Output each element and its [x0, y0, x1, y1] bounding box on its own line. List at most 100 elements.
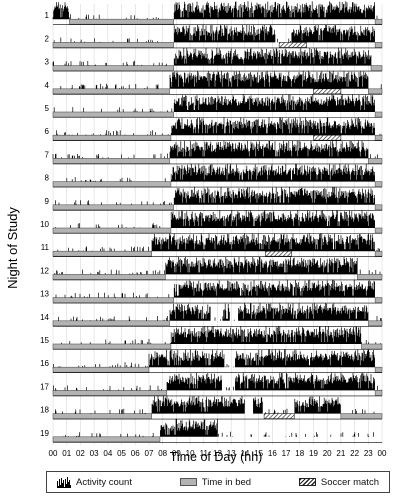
night-row: 4 — [45, 70, 383, 95]
bed-bar — [52, 413, 152, 419]
bed-bar — [52, 366, 150, 373]
bed-bar — [52, 343, 172, 350]
night-label: 15 — [40, 336, 49, 345]
bed-bar — [374, 42, 383, 48]
night-row: 15 — [40, 326, 383, 350]
x-axis-ticks: 00 01 02 03 04 05 06 07 08 09 10 11 12 13 14 15 16 17 18 19… — [49, 449, 387, 458]
bed-bar — [340, 413, 383, 419]
x-tick-label: 18 — [295, 449, 304, 458]
bed-bar — [52, 111, 174, 118]
night-label: 10 — [40, 220, 49, 229]
night-row: 12 — [40, 256, 383, 281]
activity-trace — [52, 140, 378, 159]
night-label: 17 — [40, 382, 49, 391]
activity-trace — [54, 256, 381, 275]
night-row: 13 — [40, 279, 383, 304]
night-label: 5 — [45, 104, 50, 113]
bed-bar — [52, 65, 174, 71]
bed-bar — [52, 297, 174, 303]
night-label: 4 — [45, 81, 50, 90]
activity-trace — [52, 1, 378, 20]
bed-bar — [52, 250, 152, 257]
x-tick-label: 16 — [268, 449, 277, 458]
night-row: 8 — [45, 163, 383, 188]
bed-bar — [374, 227, 383, 234]
x-axis-label: Time of Day (hh) — [170, 450, 263, 464]
night-label: 18 — [40, 406, 49, 415]
legend-label-activity: Activity count — [76, 476, 132, 488]
legend: Activity count Time in bed Soccer match — [46, 471, 390, 493]
activity-trace — [53, 349, 375, 368]
night-label: 6 — [45, 127, 50, 136]
soccer-bar — [313, 88, 342, 95]
night-row: 3 — [45, 47, 383, 72]
bed-bar — [52, 88, 170, 95]
x-tick-label: 00 — [49, 449, 58, 458]
activity-trace — [53, 372, 383, 391]
x-tick-label: 10 — [186, 449, 195, 458]
x-tick-label: 21 — [336, 449, 345, 458]
night-row: 2 — [45, 24, 383, 49]
legend-label-bed: Time in bed — [201, 476, 252, 488]
bed-swatch-icon — [179, 478, 197, 486]
x-tick-label: 05 — [117, 449, 126, 458]
night-row: 18 — [40, 395, 383, 420]
bed-bar — [374, 204, 383, 211]
bed-bar — [52, 42, 174, 48]
activity-trace — [52, 47, 372, 66]
bed-bar — [367, 88, 383, 95]
x-tick-label: 02 — [76, 449, 85, 458]
activity-trace — [61, 326, 381, 344]
night-row: 1 — [45, 1, 383, 26]
bed-bar — [52, 181, 172, 187]
night-label: 14 — [40, 313, 49, 322]
activity-swatch-icon — [57, 476, 71, 488]
bed-bar — [374, 134, 383, 141]
activity-trace — [58, 302, 382, 321]
x-tick-label: 06 — [131, 449, 140, 458]
night-row: 5 — [45, 94, 383, 118]
bed-bar — [52, 204, 174, 211]
x-tick-label: 00 — [378, 449, 387, 458]
soccer-swatch-icon — [298, 478, 316, 486]
legend-label-soccer: Soccer match — [320, 476, 379, 488]
activity-trace — [56, 117, 382, 136]
soccer-bar — [265, 250, 292, 257]
x-tick-label: 03 — [90, 449, 99, 458]
bed-bar — [374, 250, 383, 257]
x-tick-label: 20 — [323, 449, 332, 458]
x-tick-label: 13 — [227, 449, 236, 458]
activity-trace — [55, 210, 375, 228]
x-tick-label: 09 — [172, 449, 181, 458]
soccer-bar — [313, 134, 342, 141]
night-label: 13 — [40, 290, 49, 299]
bed-bar — [374, 366, 383, 373]
night-label: 11 — [41, 243, 50, 252]
legend-item-bed: Time in bed — [179, 476, 252, 488]
activity-trace — [53, 94, 375, 112]
bed-bar — [52, 390, 168, 396]
x-tick-label: 04 — [103, 449, 112, 458]
night-row: 19 — [40, 418, 382, 443]
bed-bar — [367, 320, 383, 327]
activity-trace — [57, 233, 380, 252]
bed-bar — [52, 158, 170, 164]
legend-item-soccer: Soccer match — [298, 476, 379, 488]
x-tick-label: 11 — [200, 449, 209, 458]
activity-trace — [55, 279, 375, 298]
night-row: 9 — [45, 186, 383, 211]
bed-bar — [52, 227, 172, 234]
night-label: 16 — [40, 359, 49, 368]
legend-item-activity: Activity count — [57, 476, 132, 488]
activity-trace — [60, 70, 382, 89]
night-label: 12 — [40, 266, 49, 275]
x-tick-label: 19 — [309, 449, 318, 458]
x-tick-label: 12 — [213, 449, 222, 458]
night-row: 14 — [40, 302, 383, 327]
activity-trace — [55, 395, 375, 414]
bed-bar — [374, 181, 383, 187]
soccer-bar — [278, 42, 307, 48]
activity-trace — [66, 163, 375, 182]
bed-bar — [69, 18, 174, 25]
